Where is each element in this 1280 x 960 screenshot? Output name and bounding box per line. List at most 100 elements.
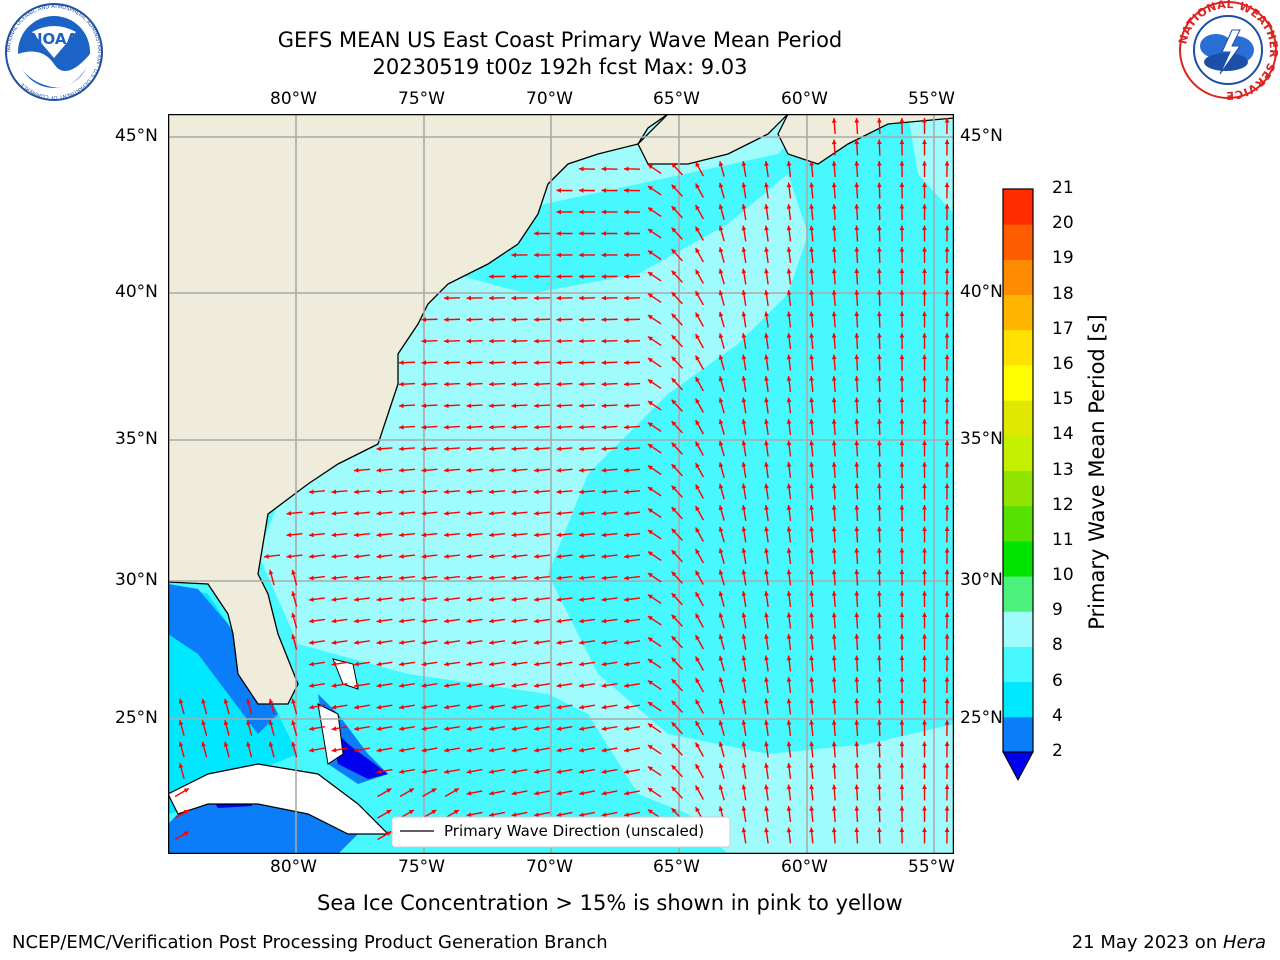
wave-direction-arrowhead <box>647 336 653 342</box>
wave-direction-arrowhead <box>741 440 747 446</box>
wave-direction-arrowhead <box>741 827 747 833</box>
wave-direction-arrowhead <box>331 532 337 538</box>
wave-direction-arrowhead <box>444 704 449 710</box>
wave-direction-arrowhead <box>399 704 404 710</box>
wave-direction-arrowhead <box>309 597 314 602</box>
colorbar-label: Primary Wave Mean Period [s] <box>1085 314 1109 630</box>
wave-direction-arrowhead <box>331 661 337 667</box>
wave-direction-arrowhead <box>786 612 792 618</box>
wave-direction-arrowhead <box>556 704 562 710</box>
wave-direction-arrowhead <box>718 591 724 597</box>
wave-direction-arrowhead <box>624 274 629 279</box>
wave-direction-arrowhead <box>556 661 562 667</box>
wave-direction-arrowhead <box>809 397 815 403</box>
wave-direction-arrowhead <box>876 333 882 338</box>
wave-direction-arrowhead <box>624 747 629 753</box>
wave-direction-arrowhead <box>556 424 562 430</box>
wave-direction-arrowhead <box>718 806 724 812</box>
wave-direction-arrowhead <box>944 268 950 274</box>
wave-direction-arrowhead <box>944 139 950 145</box>
wave-direction-arrowhead <box>331 726 337 731</box>
wave-direction-arrowhead <box>376 554 382 559</box>
sea-ice-note: Sea Ice Concentration > 15% is shown in … <box>317 891 903 915</box>
wave-direction-arrowhead <box>647 250 653 256</box>
colorbar-under-triangle <box>1002 751 1034 782</box>
wave-direction-arrowhead <box>647 186 653 191</box>
wave-direction-arrowhead <box>741 354 747 360</box>
wave-direction-arrowhead <box>899 569 905 575</box>
wave-direction-arrowhead <box>671 399 677 405</box>
wave-direction-arrowhead <box>764 354 769 360</box>
wave-direction-arrowhead <box>786 526 792 532</box>
colorbar-segment <box>1003 224 1033 260</box>
wave-direction-arrowhead <box>444 726 449 731</box>
wave-direction-arrowhead <box>556 618 562 624</box>
wave-direction-arrowhead <box>786 376 792 381</box>
wave-direction-arrowhead <box>511 338 517 344</box>
wave-direction-arrowhead <box>399 597 404 602</box>
wave-direction-arrowhead <box>831 548 837 553</box>
wave-direction-arrowhead <box>466 683 472 688</box>
wave-direction-arrowhead <box>534 812 540 818</box>
noaa-logo-text: NOAA <box>30 30 79 48</box>
wave-direction-arrowhead <box>489 640 494 645</box>
wave-direction-arrowhead <box>331 683 337 688</box>
wave-direction-arrowhead <box>399 575 404 581</box>
wave-direction-arrowhead <box>854 720 860 725</box>
wave-direction-arrowhead <box>899 182 905 188</box>
wave-direction-arrowhead <box>556 510 562 516</box>
wave-direction-arrowhead <box>695 248 700 254</box>
wave-direction-arrowhead <box>854 440 860 446</box>
wave-direction-arrowhead <box>291 741 296 747</box>
wave-direction-arrowhead <box>386 831 392 836</box>
wave-direction-arrowhead <box>453 810 459 815</box>
wave-direction-arrowhead <box>922 827 927 833</box>
wave-direction-arrowhead <box>876 741 882 747</box>
wave-direction-arrowhead <box>579 295 584 301</box>
wave-direction-arrowhead <box>579 812 585 818</box>
wave-direction-arrowhead <box>854 526 860 532</box>
wave-direction-arrowhead <box>831 483 837 489</box>
wave-direction-arrowhead <box>741 333 747 338</box>
wave-direction-arrowhead <box>876 182 882 188</box>
wave-direction-arrowhead <box>556 467 562 473</box>
wave-direction-arrowhead <box>854 354 860 360</box>
wave-direction-arrowhead <box>695 183 700 189</box>
wave-direction-arrowhead <box>786 290 792 295</box>
wave-direction-arrowhead <box>601 317 607 323</box>
wave-direction-arrowhead <box>831 354 837 360</box>
wave-direction-arrowhead <box>671 722 677 728</box>
wave-direction-arrowhead <box>831 655 837 661</box>
wave-direction-arrowhead <box>511 618 517 624</box>
wave-direction-arrowhead <box>809 440 815 446</box>
wave-direction-arrowhead <box>786 698 792 704</box>
wave-direction-arrowhead <box>647 508 653 514</box>
wave-direction-arrowhead <box>899 483 905 489</box>
wave-direction-arrowhead <box>511 597 517 602</box>
wave-direction-arrowhead <box>809 526 815 532</box>
wave-direction-arrowhead <box>741 591 747 596</box>
wave-direction-arrowhead <box>695 635 700 641</box>
wave-direction-arrowhead <box>601 166 607 172</box>
wave-direction-arrowhead <box>601 424 607 430</box>
wave-direction-arrowhead <box>601 360 607 366</box>
wave-direction-arrowhead <box>695 785 700 791</box>
wave-direction-arrowhead <box>466 618 472 624</box>
wave-direction-arrowhead <box>624 510 629 516</box>
wave-direction-arrowhead <box>399 424 404 430</box>
wave-direction-arrowhead <box>556 317 562 323</box>
wave-direction-arrowhead <box>624 812 630 818</box>
wave-direction-arrowhead <box>601 726 607 731</box>
wave-direction-arrowhead <box>511 554 517 559</box>
colorbar-tick-label: 21 <box>1052 178 1074 198</box>
wave-direction-arrowhead <box>695 742 700 748</box>
wave-direction-arrowhead <box>444 338 449 344</box>
wave-direction-arrowhead <box>876 139 882 145</box>
wave-direction-arrowhead <box>695 764 700 770</box>
wave-direction-arrowhead <box>647 788 653 793</box>
wave-direction-arrowhead <box>444 532 449 538</box>
wave-direction-arrowhead <box>624 360 629 366</box>
wave-direction-arrowhead <box>671 636 677 642</box>
wave-direction-arrowhead <box>764 591 769 596</box>
lat-tick-right: 25°N <box>960 708 1003 728</box>
